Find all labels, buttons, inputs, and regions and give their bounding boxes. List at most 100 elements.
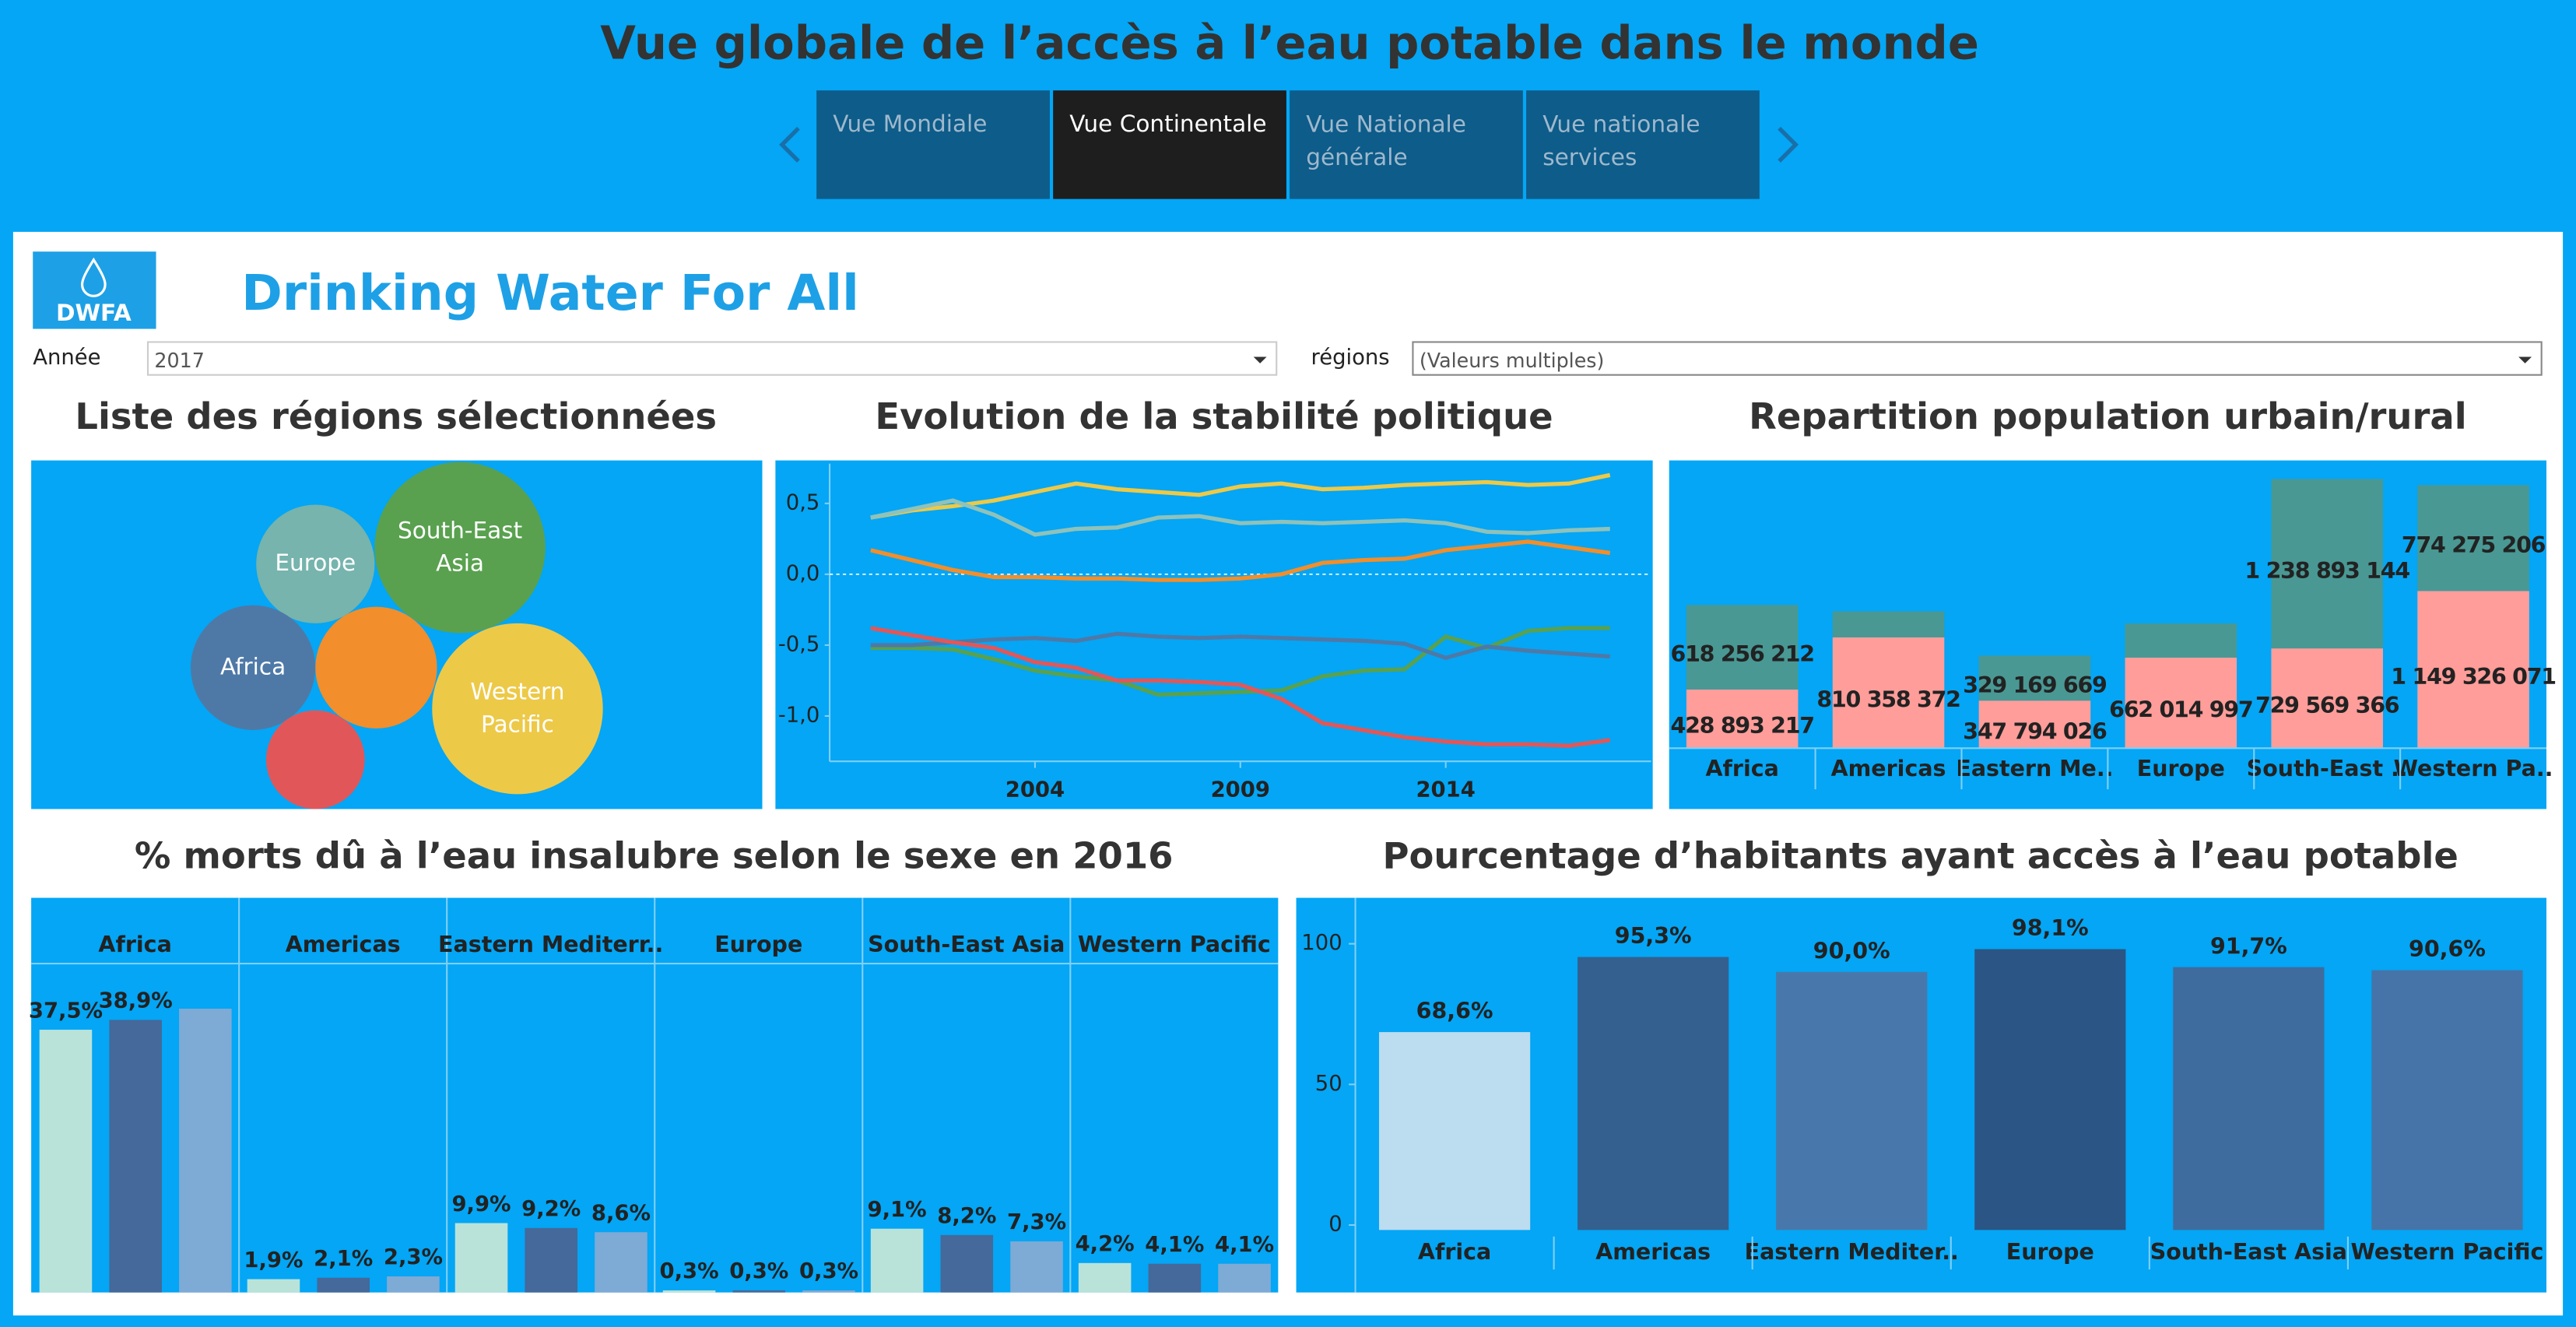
y-tick-label: -1,0 [778,703,820,727]
bar-segment [2417,485,2529,592]
x-tick-label: Western Pa.. [2394,756,2553,781]
data-label: 7,3% [1007,1210,1066,1234]
facet-label: South-East Asia [868,932,1065,957]
x-tick-label: Europe [2137,756,2225,781]
data-label: 4,2% [1076,1232,1135,1256]
filter-value: (Valeurs multiples) [1420,349,1605,372]
bar [940,1234,994,1293]
data-label: 428 893 217 [1671,713,1814,739]
bar [1078,1262,1132,1293]
bubble-label: Africa [220,653,286,679]
dropdown-arrow [2518,356,2532,363]
dropdown-arrow [1253,356,1267,363]
tabs: Vue Mondiale Vue Continentale Vue National… [816,90,1760,199]
bar [870,1228,924,1293]
line [870,626,1611,748]
x-tick-label: 2004 [1005,778,1065,802]
bar-segment [1686,605,1799,690]
chart-title: Repartition population urbain/rural [1749,395,2467,437]
bubble [256,504,375,623]
tab[interactable] [1053,90,1286,199]
data-label: 9,9% [451,1192,511,1216]
data-label: 810 358 372 [1816,687,1960,713]
x-tick-label: Eastern Me.. [1956,756,2113,781]
chart-title: % morts dû à l’eau insalubre selon le se… [135,834,1174,876]
bar [39,1030,93,1293]
brand: Drinking Water For All [241,264,858,321]
line [870,631,1610,661]
data-label: 1,9% [244,1248,303,1273]
tab[interactable] [816,90,1050,199]
prev-arrow[interactable] [779,126,800,163]
data-label: 38,9% [99,989,173,1013]
bar-segment [2271,479,2383,649]
data-label: 0,3% [799,1259,858,1283]
filter-dropdown[interactable] [146,341,1278,376]
x-tick-label: South-East .. [2247,756,2408,781]
chart-title: Evolution de la stabilité politique [875,395,1553,437]
data-label: 774 275 206 [2402,532,2546,558]
bar-segment [2125,657,2237,749]
data-label: 95,3% [1615,923,1692,949]
data-label: 347 794 026 [1963,718,2107,744]
page-title: Vue globale de l’accès à l’eau potable d… [600,16,1979,69]
bar [2371,970,2523,1230]
bar [454,1223,508,1293]
x-tick-label: 2014 [1416,778,1475,802]
y-tick-label: 0,5 [786,490,820,514]
bar [1010,1241,1063,1293]
filter-dropdown[interactable] [1412,341,2543,376]
x-tick-label: Americas [1831,756,1946,781]
bubble [190,605,316,730]
bar [595,1232,648,1293]
next-arrow[interactable] [1778,126,1799,163]
y-tick-label: -0,5 [778,632,820,656]
data-label: 0,3% [660,1259,719,1283]
filter-label: régions [1311,346,1390,370]
bar [1148,1263,1202,1293]
bubble [432,623,603,795]
bar-segment [1686,689,1799,749]
x-tick-label: Western Pacific [2351,1239,2544,1265]
data-label: 9,2% [521,1197,581,1221]
bar [317,1277,370,1293]
x-tick-label: Eastern Mediter.. [1745,1239,1959,1265]
bubble [315,606,437,728]
bar-segment [1832,611,1945,637]
facet-label: Western Pacific [1078,932,1271,957]
filter-value: 2017 [154,349,204,372]
tab[interactable] [1290,90,1523,199]
x-tick-label: Americas [1595,1239,1711,1265]
facet-label: Europe [714,932,802,957]
tab-label: Vue Mondiale [833,111,987,137]
filter-label: Année [33,346,100,370]
data-label: 37,5% [29,999,103,1023]
line [870,472,1611,520]
bar [179,1009,232,1293]
data-label: 1 238 893 144 [2244,558,2409,584]
data-label: 90,0% [1813,938,1890,964]
line [870,539,1611,582]
bar [387,1276,440,1293]
facet-label: Africa [98,932,171,957]
bar [247,1279,300,1293]
data-label: 91,7% [2210,933,2287,959]
tab[interactable] [1526,90,1760,199]
bar [1378,1032,1531,1230]
bar [525,1227,578,1293]
bar [1578,957,1729,1230]
bar-segment [1978,655,2091,701]
logo-box [33,251,156,329]
bar-segment [1978,700,2091,749]
x-tick-label: Europe [2006,1239,2094,1265]
line [870,498,1610,537]
data-label: 9,1% [868,1198,927,1222]
chart-title: Pourcentage d’habitants ayant accès à l’… [1383,834,2458,876]
data-label: 90,6% [2409,936,2486,962]
tab-label: Vue Continentale [1069,111,1266,137]
data-label: 4,1% [1215,1233,1274,1257]
logo-drop [80,257,107,297]
data-label: 4,1% [1145,1233,1204,1257]
data-label: 729 569 366 [2255,693,2399,718]
